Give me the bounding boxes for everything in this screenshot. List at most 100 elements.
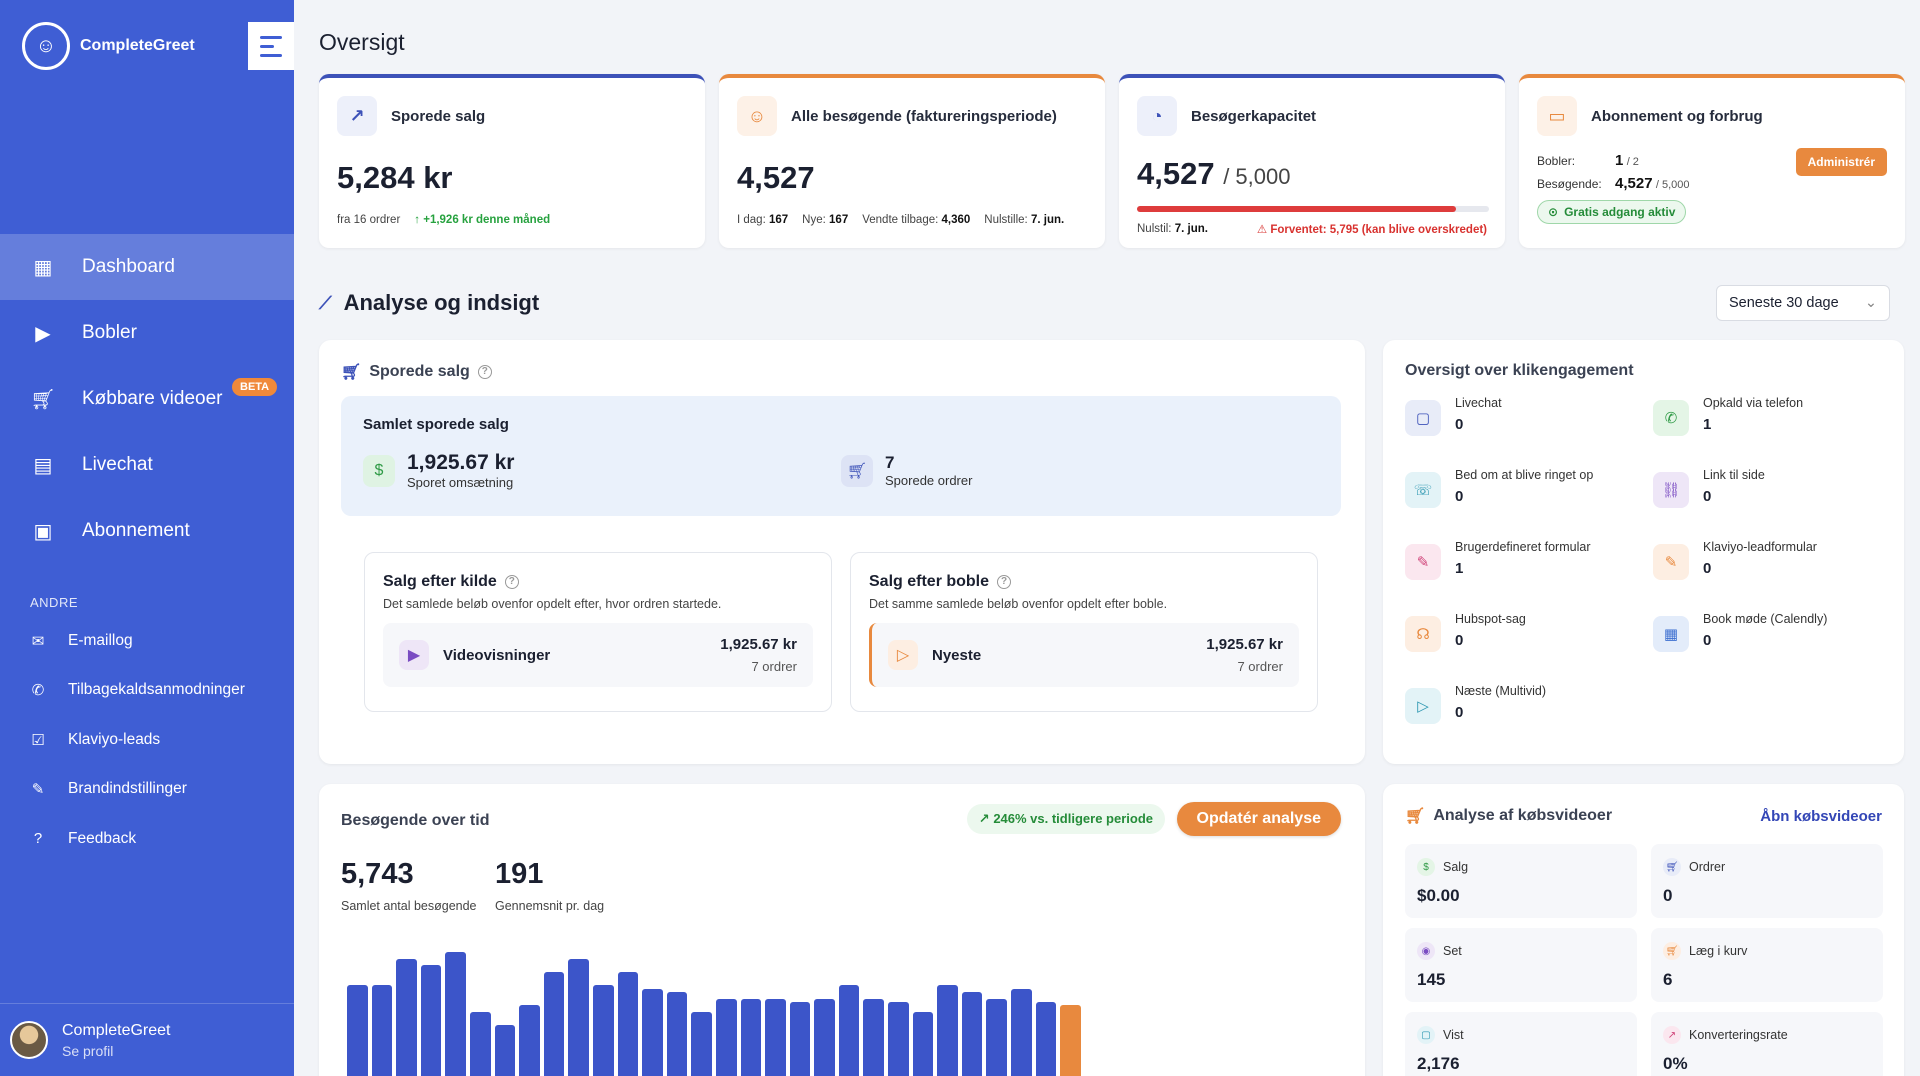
cart-icon: 🛒︎: [30, 388, 56, 411]
logo-icon: ☺: [22, 22, 70, 70]
open-videos-link[interactable]: Åbn købsvideoer: [1760, 808, 1882, 825]
kpi-title: Sporede salg: [391, 107, 486, 125]
revenue-value: 1,925.67 kr: [407, 451, 515, 474]
nav-label: Livechat: [82, 454, 153, 475]
visitors-max: / 5,000: [1655, 179, 1690, 191]
engagement-item: ☏ Bed om at blive ringet op 0: [1405, 468, 1653, 514]
trending-up-icon: ↗: [337, 96, 377, 136]
nav-item-email-log[interactable]: ✉ E-maillog: [0, 616, 294, 666]
info-icon[interactable]: ?: [997, 575, 1012, 589]
avg-visitors-label: Gennemsnit pr. dag: [495, 899, 605, 913]
chart-bar: [814, 998, 835, 1076]
metric-label: Konverteringsrate: [1689, 1028, 1788, 1042]
growth-badge: ↗ 246% vs. tidligere periode: [966, 804, 1165, 834]
kpi-max: / 5,000: [1223, 164, 1291, 189]
nav-item-klaviyo-leads[interactable]: ☑ Klaviyo-leads: [0, 715, 294, 765]
source-row[interactable]: ▶ Videovisninger 1,925.67 kr 7 ordrer: [383, 623, 813, 687]
chat-icon: ▤: [33, 454, 53, 477]
metric-icon: 🛒︎: [1663, 942, 1681, 960]
kpi-visitor-capacity: ◔ Besøgerkapacitet 4,527 / 5,000 Nulstil…: [1119, 74, 1505, 248]
capacity-progress: [1137, 206, 1489, 212]
cart-icon: 🛒︎: [341, 364, 362, 381]
nav-item-dashboard[interactable]: ▦ Dashboard: [0, 234, 294, 300]
chart-bar: [494, 1025, 516, 1076]
calendar-icon: ▦: [1653, 616, 1689, 652]
period-select[interactable]: Seneste 30 dage ⌄: [1716, 285, 1890, 321]
metric-icon: ↗: [1663, 1026, 1681, 1044]
nav-label: E-maillog: [68, 631, 133, 649]
chart-bar: [371, 985, 393, 1076]
chart-bar: [765, 998, 786, 1076]
chart-bar: [937, 985, 958, 1076]
video-metric: 🛒︎ Læg i kurv 6: [1651, 928, 1883, 1002]
chart-bar: [1011, 988, 1032, 1076]
chart-bar: [1060, 1005, 1081, 1076]
visitors-chart-card: Besøgende over tid ↗ 246% vs. tidligere …: [319, 784, 1365, 1076]
check-circle-icon: ⊙: [1548, 205, 1559, 219]
avg-visitors: 191: [495, 858, 544, 890]
help-icon: ?: [33, 830, 43, 848]
engagement-label: Book møde (Calendly): [1703, 612, 1828, 626]
menu-toggle-button[interactable]: [248, 22, 294, 70]
profile-link[interactable]: Se profil: [62, 1042, 114, 1059]
metric-label: Vist: [1443, 1028, 1464, 1042]
nav-label: Købbare videoer: [82, 388, 223, 409]
returning-value: 4,360: [941, 214, 971, 226]
chart-bar: [642, 988, 663, 1076]
card-title: Oversigt over klikengagement: [1405, 362, 1634, 379]
metric-label: Ordrer: [1689, 860, 1726, 874]
engagement-label: Klaviyo-leadformular: [1703, 540, 1817, 554]
callback-icon: ☏: [1405, 472, 1441, 508]
kpi-all-visitors: ☺ Alle besøgende (faktureringsperiode) 4…: [719, 74, 1105, 248]
kpi-value: 5,284 kr: [337, 160, 453, 195]
nav-item-brand-settings[interactable]: ✎ Brandindstillinger: [0, 765, 294, 815]
beta-badge: BETA: [232, 378, 278, 396]
status-text: Gratis adgang aktiv: [1564, 205, 1676, 219]
profile[interactable]: CompleteGreet Se profil: [0, 1003, 294, 1076]
bubble-row[interactable]: ▷ Nyeste 1,925.67 kr 7 ordrer: [869, 623, 1299, 687]
tracked-sales-card: 🛒︎ Sporede salg? Samlet sporede salg $ 1,…: [319, 340, 1365, 764]
kpi-tracked-sales: ↗ Sporede salg 5,284 kr fra 16 ordrer ↑ …: [319, 74, 705, 248]
play-icon: ▷: [1405, 688, 1441, 724]
main-content: Oversigt ↗ Sporede salg 5,284 kr fra 16 …: [294, 0, 1920, 1076]
cart-icon: 🛒︎: [1405, 808, 1426, 825]
update-analysis-button[interactable]: Opdatér analyse: [1176, 802, 1341, 836]
engagement-value: 0: [1455, 632, 1464, 649]
sub-card-desc: Det samlede beløb ovenfor opdelt efter, …: [383, 597, 722, 611]
nav-item-callbacks[interactable]: ✆ Tilbagekaldsanmodninger: [0, 666, 294, 716]
info-icon[interactable]: ?: [477, 365, 492, 379]
kpi-orders: fra 16 ordrer: [337, 214, 401, 226]
brand[interactable]: ☺ CompleteGreet: [22, 22, 195, 70]
manage-button[interactable]: Administrér: [1795, 148, 1887, 176]
forecast-text: Forventet: 5,795 (kan blive overskredet): [1270, 224, 1487, 236]
nav-item-abonnement[interactable]: ▣ Abonnement: [0, 498, 294, 564]
reset-label: Nulstil:: [1137, 223, 1172, 235]
chart-bar: [715, 998, 737, 1076]
kpi-value: 4,527: [737, 160, 815, 195]
new-label: Nye:: [802, 214, 826, 226]
metric-value: $0.00: [1417, 886, 1460, 905]
nav-item-feedback[interactable]: ? Feedback: [0, 814, 294, 864]
kpi-title: Alle besøgende (faktureringsperiode): [791, 107, 1057, 125]
metric-value: 0: [1663, 886, 1673, 905]
returning-label: Vendte tilbage:: [862, 214, 939, 226]
engagement-label: Hubspot-sag: [1455, 612, 1526, 626]
nav-item-bobler[interactable]: ▶ Bobler: [0, 300, 294, 366]
chart-bar: [445, 952, 466, 1076]
visitors-bar-chart: [347, 932, 1087, 1076]
sales-by-bubble: Salg efter boble? Det samme samlede belø…: [850, 552, 1318, 712]
nav-item-livechat[interactable]: ▤ Livechat: [0, 432, 294, 498]
chart-bar: [617, 972, 639, 1076]
chart-bar: [543, 972, 565, 1076]
sub-card-desc: Det samme samlede beløb ovenfor opdelt e…: [869, 597, 1168, 611]
row-name: Nyeste: [932, 646, 982, 664]
row-amount: 1,925.67 kr: [720, 636, 797, 653]
metric-label: Set: [1443, 944, 1462, 958]
nav-item-kobbare-videoer[interactable]: 🛒︎ Købbare videoer BETA: [0, 366, 294, 432]
orders-value: 7: [885, 453, 895, 472]
tracked-summary: Samlet sporede salg $ 1,925.67 kr Sporet …: [341, 396, 1341, 516]
engagement-label: Link til side: [1703, 468, 1765, 482]
sub-card-title: Salg efter kilde: [383, 573, 497, 590]
kpi-subscription: ▭ Abonnement og forbrug Administrér Bobl…: [1519, 74, 1905, 248]
info-icon[interactable]: ?: [504, 575, 519, 589]
